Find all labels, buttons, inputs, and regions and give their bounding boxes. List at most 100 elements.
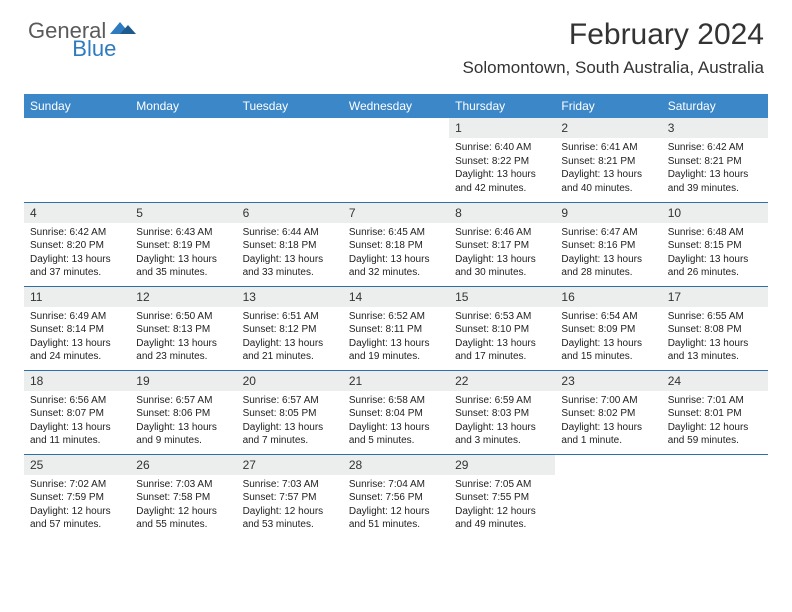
day-number: 12 <box>130 287 236 307</box>
calendar-cell: 15Sunrise: 6:53 AMSunset: 8:10 PMDayligh… <box>449 286 555 370</box>
calendar-cell: .. <box>555 454 661 538</box>
day-details: Sunrise: 7:00 AMSunset: 8:02 PMDaylight:… <box>555 391 661 452</box>
calendar-cell: .. <box>24 118 130 202</box>
logo: General Blue <box>28 18 184 44</box>
day-number: 26 <box>130 455 236 475</box>
calendar-cell: 3Sunrise: 6:42 AMSunset: 8:21 PMDaylight… <box>662 118 768 202</box>
calendar-cell: 14Sunrise: 6:52 AMSunset: 8:11 PMDayligh… <box>343 286 449 370</box>
day-number: 4 <box>24 203 130 223</box>
day-number: 19 <box>130 371 236 391</box>
day-number: 17 <box>662 287 768 307</box>
calendar-cell: 17Sunrise: 6:55 AMSunset: 8:08 PMDayligh… <box>662 286 768 370</box>
day-number: 2 <box>555 118 661 138</box>
day-details: Sunrise: 7:05 AMSunset: 7:55 PMDaylight:… <box>449 475 555 536</box>
day-number: 11 <box>24 287 130 307</box>
day-details: Sunrise: 7:03 AMSunset: 7:57 PMDaylight:… <box>237 475 343 536</box>
day-details: Sunrise: 6:42 AMSunset: 8:21 PMDaylight:… <box>662 138 768 199</box>
calendar-cell: 13Sunrise: 6:51 AMSunset: 8:12 PMDayligh… <box>237 286 343 370</box>
day-number: 9 <box>555 203 661 223</box>
calendar-cell: 22Sunrise: 6:59 AMSunset: 8:03 PMDayligh… <box>449 370 555 454</box>
calendar-cell: 6Sunrise: 6:44 AMSunset: 8:18 PMDaylight… <box>237 202 343 286</box>
day-number: 22 <box>449 371 555 391</box>
calendar-cell: 16Sunrise: 6:54 AMSunset: 8:09 PMDayligh… <box>555 286 661 370</box>
day-number: 16 <box>555 287 661 307</box>
calendar-cell: 25Sunrise: 7:02 AMSunset: 7:59 PMDayligh… <box>24 454 130 538</box>
day-details: Sunrise: 7:03 AMSunset: 7:58 PMDaylight:… <box>130 475 236 536</box>
day-number: 14 <box>343 287 449 307</box>
day-details: Sunrise: 6:52 AMSunset: 8:11 PMDaylight:… <box>343 307 449 368</box>
weekday-header: Monday <box>130 94 236 118</box>
weekday-header: Wednesday <box>343 94 449 118</box>
location: Solomontown, South Australia, Australia <box>463 58 764 78</box>
day-details: Sunrise: 6:48 AMSunset: 8:15 PMDaylight:… <box>662 223 768 284</box>
weekday-header: Thursday <box>449 94 555 118</box>
calendar-week-row: 25Sunrise: 7:02 AMSunset: 7:59 PMDayligh… <box>24 454 768 538</box>
calendar-cell: 11Sunrise: 6:49 AMSunset: 8:14 PMDayligh… <box>24 286 130 370</box>
calendar-cell: 20Sunrise: 6:57 AMSunset: 8:05 PMDayligh… <box>237 370 343 454</box>
calendar-cell: 21Sunrise: 6:58 AMSunset: 8:04 PMDayligh… <box>343 370 449 454</box>
weekday-header-row: SundayMondayTuesdayWednesdayThursdayFrid… <box>24 94 768 118</box>
day-details: Sunrise: 6:40 AMSunset: 8:22 PMDaylight:… <box>449 138 555 199</box>
calendar-cell: 18Sunrise: 6:56 AMSunset: 8:07 PMDayligh… <box>24 370 130 454</box>
day-details: Sunrise: 6:42 AMSunset: 8:20 PMDaylight:… <box>24 223 130 284</box>
calendar-cell: 2Sunrise: 6:41 AMSunset: 8:21 PMDaylight… <box>555 118 661 202</box>
calendar-week-row: 11Sunrise: 6:49 AMSunset: 8:14 PMDayligh… <box>24 286 768 370</box>
calendar-cell: 28Sunrise: 7:04 AMSunset: 7:56 PMDayligh… <box>343 454 449 538</box>
day-number: 21 <box>343 371 449 391</box>
day-number: 24 <box>662 371 768 391</box>
day-details: Sunrise: 7:02 AMSunset: 7:59 PMDaylight:… <box>24 475 130 536</box>
calendar-cell: 23Sunrise: 7:00 AMSunset: 8:02 PMDayligh… <box>555 370 661 454</box>
day-number: 7 <box>343 203 449 223</box>
day-details: Sunrise: 7:01 AMSunset: 8:01 PMDaylight:… <box>662 391 768 452</box>
day-number: 28 <box>343 455 449 475</box>
calendar-cell: .. <box>662 454 768 538</box>
calendar-week-row: 4Sunrise: 6:42 AMSunset: 8:20 PMDaylight… <box>24 202 768 286</box>
day-details: Sunrise: 6:41 AMSunset: 8:21 PMDaylight:… <box>555 138 661 199</box>
day-number: 15 <box>449 287 555 307</box>
calendar-cell: 4Sunrise: 6:42 AMSunset: 8:20 PMDaylight… <box>24 202 130 286</box>
day-details: Sunrise: 6:57 AMSunset: 8:06 PMDaylight:… <box>130 391 236 452</box>
day-number: 18 <box>24 371 130 391</box>
calendar-cell: 24Sunrise: 7:01 AMSunset: 8:01 PMDayligh… <box>662 370 768 454</box>
day-details: Sunrise: 6:49 AMSunset: 8:14 PMDaylight:… <box>24 307 130 368</box>
day-details: Sunrise: 6:51 AMSunset: 8:12 PMDaylight:… <box>237 307 343 368</box>
day-number: 1 <box>449 118 555 138</box>
calendar-cell: 12Sunrise: 6:50 AMSunset: 8:13 PMDayligh… <box>130 286 236 370</box>
calendar-cell: 29Sunrise: 7:05 AMSunset: 7:55 PMDayligh… <box>449 454 555 538</box>
day-number: 20 <box>237 371 343 391</box>
month-title: February 2024 <box>463 18 764 52</box>
day-details: Sunrise: 6:47 AMSunset: 8:16 PMDaylight:… <box>555 223 661 284</box>
day-number: 10 <box>662 203 768 223</box>
day-details: Sunrise: 6:57 AMSunset: 8:05 PMDaylight:… <box>237 391 343 452</box>
day-number: 25 <box>24 455 130 475</box>
day-details: Sunrise: 6:56 AMSunset: 8:07 PMDaylight:… <box>24 391 130 452</box>
calendar-cell: 10Sunrise: 6:48 AMSunset: 8:15 PMDayligh… <box>662 202 768 286</box>
calendar-cell: 7Sunrise: 6:45 AMSunset: 8:18 PMDaylight… <box>343 202 449 286</box>
calendar-cell: 9Sunrise: 6:47 AMSunset: 8:16 PMDaylight… <box>555 202 661 286</box>
day-details: Sunrise: 6:59 AMSunset: 8:03 PMDaylight:… <box>449 391 555 452</box>
day-details: Sunrise: 6:55 AMSunset: 8:08 PMDaylight:… <box>662 307 768 368</box>
calendar-table: SundayMondayTuesdayWednesdayThursdayFrid… <box>24 94 768 538</box>
day-number: 23 <box>555 371 661 391</box>
weekday-header: Friday <box>555 94 661 118</box>
day-details: Sunrise: 6:44 AMSunset: 8:18 PMDaylight:… <box>237 223 343 284</box>
day-details: Sunrise: 6:54 AMSunset: 8:09 PMDaylight:… <box>555 307 661 368</box>
calendar-cell: .. <box>130 118 236 202</box>
day-details: Sunrise: 6:50 AMSunset: 8:13 PMDaylight:… <box>130 307 236 368</box>
calendar-cell: 1Sunrise: 6:40 AMSunset: 8:22 PMDaylight… <box>449 118 555 202</box>
header: General Blue February 2024 Solomontown, … <box>0 0 792 84</box>
day-number: 13 <box>237 287 343 307</box>
calendar-week-row: 18Sunrise: 6:56 AMSunset: 8:07 PMDayligh… <box>24 370 768 454</box>
day-details: Sunrise: 6:45 AMSunset: 8:18 PMDaylight:… <box>343 223 449 284</box>
calendar-week-row: ........1Sunrise: 6:40 AMSunset: 8:22 PM… <box>24 118 768 202</box>
day-number: 5 <box>130 203 236 223</box>
day-number: 6 <box>237 203 343 223</box>
calendar-cell: 5Sunrise: 6:43 AMSunset: 8:19 PMDaylight… <box>130 202 236 286</box>
weekday-header: Sunday <box>24 94 130 118</box>
title-block: February 2024 Solomontown, South Austral… <box>463 18 764 78</box>
day-details: Sunrise: 6:53 AMSunset: 8:10 PMDaylight:… <box>449 307 555 368</box>
weekday-header: Saturday <box>662 94 768 118</box>
weekday-header: Tuesday <box>237 94 343 118</box>
day-details: Sunrise: 6:58 AMSunset: 8:04 PMDaylight:… <box>343 391 449 452</box>
day-number: 29 <box>449 455 555 475</box>
